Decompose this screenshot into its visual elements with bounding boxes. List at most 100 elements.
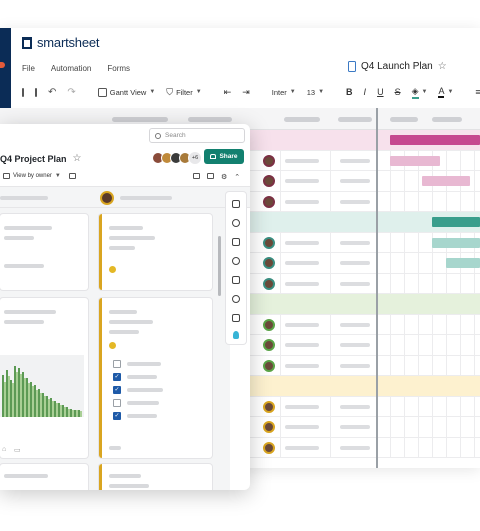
- grid-cell[interactable]: [330, 273, 378, 293]
- gantt-task-bar[interactable]: [446, 258, 480, 268]
- grid-cell[interactable]: [330, 150, 378, 170]
- filter-button[interactable]: ⛉ Filter ▼: [166, 87, 201, 98]
- checklist-checkbox[interactable]: [113, 399, 121, 407]
- gantt-task-bar[interactable]: [432, 237, 480, 248]
- grid-cell[interactable]: [330, 191, 378, 211]
- print-icon[interactable]: [35, 87, 37, 97]
- grid-cell[interactable]: [280, 314, 330, 334]
- chart-bar: [66, 406, 68, 417]
- chart-bar: [28, 383, 30, 417]
- favorite-star-icon[interactable]: ☆: [437, 61, 447, 72]
- card-placeholder: [109, 226, 143, 230]
- search-icon: [155, 132, 161, 139]
- comment-icon[interactable]: [232, 200, 240, 208]
- activity-icon[interactable]: [232, 295, 240, 303]
- card[interactable]: [99, 464, 212, 490]
- grid-cell[interactable]: [330, 171, 378, 191]
- text-color-button[interactable]: A ▼: [438, 86, 453, 98]
- undo-icon[interactable]: ↶: [48, 86, 57, 98]
- settings-gear-icon[interactable]: ⚙: [221, 174, 228, 181]
- gantt-gridline: [404, 191, 405, 211]
- grid-cell[interactable]: [280, 273, 330, 293]
- strikethrough-button[interactable]: S: [394, 87, 401, 97]
- redo-icon[interactable]: ↷: [67, 86, 76, 98]
- checklist-checkbox[interactable]: ✓: [113, 386, 121, 394]
- grid-cell[interactable]: [280, 232, 330, 252]
- chevron-up-icon[interactable]: ⌃: [234, 174, 241, 181]
- checklist-checkbox[interactable]: ✓: [113, 373, 121, 381]
- grid-cell[interactable]: [330, 253, 378, 273]
- gantt-gridline: [446, 191, 447, 211]
- card-placeholder: [109, 310, 137, 314]
- grid-cell[interactable]: [330, 437, 378, 457]
- cell-placeholder: [340, 199, 370, 204]
- grid-cell[interactable]: [280, 171, 330, 191]
- grid-cell[interactable]: [330, 355, 378, 375]
- chart-card[interactable]: ⌂ ▭: [0, 298, 88, 458]
- document-icon[interactable]: [232, 276, 240, 284]
- document-title: Q4 Launch Plan ☆: [348, 61, 447, 72]
- link-icon[interactable]: [232, 219, 240, 227]
- gantt-task-bar[interactable]: [390, 155, 440, 166]
- grid-cell[interactable]: [330, 232, 378, 252]
- attachment-icon[interactable]: ⌂: [2, 446, 7, 453]
- view-by-selector[interactable]: View by owner ▼: [3, 173, 76, 179]
- italic-button[interactable]: I: [363, 87, 367, 97]
- gantt-task-bar[interactable]: [422, 176, 470, 186]
- board-scrollbar[interactable]: [218, 236, 221, 296]
- outdent-icon[interactable]: ⇤: [223, 86, 232, 97]
- app-logo[interactable]: smartsheet: [22, 35, 100, 50]
- lightbulb-icon[interactable]: [233, 331, 239, 339]
- underline-button[interactable]: U: [377, 87, 384, 97]
- chart-bar: [38, 389, 40, 417]
- gantt-summary-bar[interactable]: [390, 135, 480, 145]
- grid-cell[interactable]: [280, 437, 330, 457]
- align-button[interactable]: ≡ ▼: [475, 87, 480, 97]
- grid-cell[interactable]: [280, 335, 330, 355]
- grid-cell[interactable]: [280, 191, 330, 211]
- gantt-summary-bar[interactable]: [432, 217, 480, 227]
- grid-cell[interactable]: [330, 314, 378, 334]
- collaborator-avatars[interactable]: +6: [152, 151, 202, 165]
- header-placeholder: [284, 117, 320, 122]
- share-button[interactable]: Share: [204, 149, 244, 164]
- font-size-selector[interactable]: 13 ▼: [307, 88, 324, 97]
- checklist-checkbox[interactable]: ✓: [113, 412, 121, 420]
- chart-bar: [32, 386, 34, 417]
- grid-cell[interactable]: [330, 335, 378, 355]
- font-selector[interactable]: Inter ▼: [272, 88, 296, 97]
- card[interactable]: [99, 214, 212, 290]
- grid-cell[interactable]: [280, 417, 330, 437]
- grid-cell[interactable]: [280, 355, 330, 375]
- gantt-gridline: [474, 191, 475, 211]
- fill-color-button[interactable]: ◈ ▼: [411, 86, 427, 99]
- checklist-checkbox[interactable]: [113, 360, 121, 368]
- search-input[interactable]: Search: [149, 128, 245, 143]
- view-selector[interactable]: Gantt View ▼: [97, 87, 155, 97]
- grid-cell[interactable]: [330, 396, 378, 416]
- menu-automation[interactable]: Automation: [50, 64, 92, 73]
- history-icon[interactable]: [232, 257, 240, 265]
- card[interactable]: [0, 464, 88, 490]
- columns-icon[interactable]: [68, 173, 76, 179]
- save-icon[interactable]: [22, 87, 24, 97]
- layout-icon[interactable]: [232, 314, 240, 322]
- comment-icon[interactable]: ▭: [14, 447, 21, 454]
- grid-cell[interactable]: [330, 417, 378, 437]
- header-placeholder: [188, 117, 232, 122]
- card[interactable]: [0, 214, 88, 290]
- indent-icon[interactable]: ⇥: [242, 86, 250, 97]
- layout-icon[interactable]: [193, 173, 200, 179]
- grid-cell[interactable]: [280, 253, 330, 273]
- favorite-star-icon[interactable]: ☆: [72, 153, 82, 164]
- menu-forms[interactable]: Forms: [107, 64, 131, 73]
- checklist-card[interactable]: ✓ ✓ ✓: [99, 298, 212, 458]
- card-view-icon[interactable]: [207, 173, 214, 179]
- bold-button[interactable]: B: [346, 87, 353, 97]
- menu-file[interactable]: File: [22, 64, 35, 73]
- grid-cell[interactable]: [280, 150, 330, 170]
- grid-cell[interactable]: [280, 396, 330, 416]
- filter-label: Filter: [176, 87, 193, 97]
- document-title-text: Q4 Launch Plan: [361, 61, 433, 72]
- briefcase-icon[interactable]: [232, 238, 240, 246]
